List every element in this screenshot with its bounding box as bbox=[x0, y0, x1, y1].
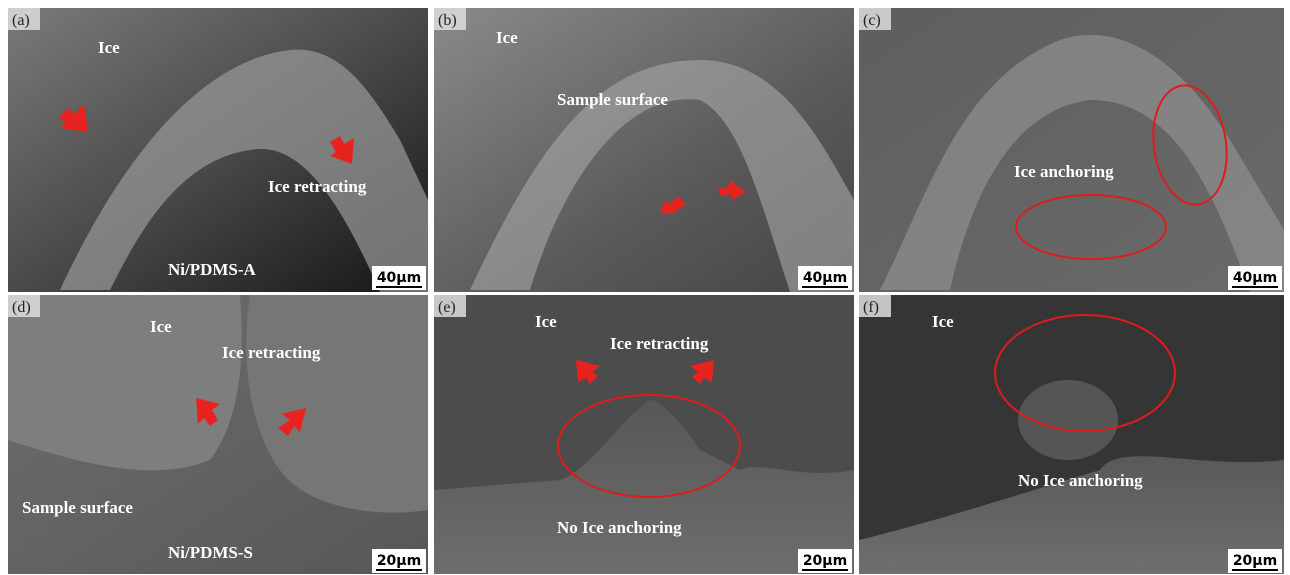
scale-label: 40μm bbox=[803, 270, 847, 286]
annotation: Sample surface bbox=[22, 498, 133, 517]
figure: (a) (b) (c) (d) (e) (f) Ice Ice retracti… bbox=[0, 0, 1290, 575]
annotation: Ice bbox=[535, 312, 557, 331]
annotation: Ice bbox=[932, 312, 954, 331]
annotation: No Ice anchoring bbox=[1018, 471, 1143, 490]
scale-label: 20μm bbox=[1233, 553, 1277, 569]
panel-label: (a) bbox=[12, 12, 30, 29]
annotation: Ice bbox=[496, 28, 518, 47]
panel-label: (c) bbox=[863, 12, 881, 29]
scale-label: 40μm bbox=[377, 270, 421, 286]
scale-label: 40μm bbox=[1233, 270, 1277, 286]
panel-label: (b) bbox=[438, 12, 457, 29]
annotation: Ice retracting bbox=[222, 343, 321, 362]
scale-label: 20μm bbox=[803, 553, 847, 569]
annotation: Ice retracting bbox=[268, 177, 367, 196]
annotation: Sample surface bbox=[557, 90, 668, 109]
annotation: Ni/PDMS-A bbox=[168, 260, 257, 279]
panel-label: (e) bbox=[438, 299, 456, 316]
annotation: Ice bbox=[98, 38, 120, 57]
annotation: Ice anchoring bbox=[1014, 162, 1114, 181]
ice-region bbox=[8, 295, 242, 470]
panel-label: (d) bbox=[12, 299, 31, 316]
annotation: Ice retracting bbox=[610, 334, 709, 353]
annotation: Ni/PDMS-S bbox=[168, 543, 253, 562]
scale-label: 20μm bbox=[377, 553, 421, 569]
annotation: No Ice anchoring bbox=[557, 518, 682, 537]
panel-label: (f) bbox=[863, 299, 879, 316]
annotation: Ice bbox=[150, 317, 172, 336]
